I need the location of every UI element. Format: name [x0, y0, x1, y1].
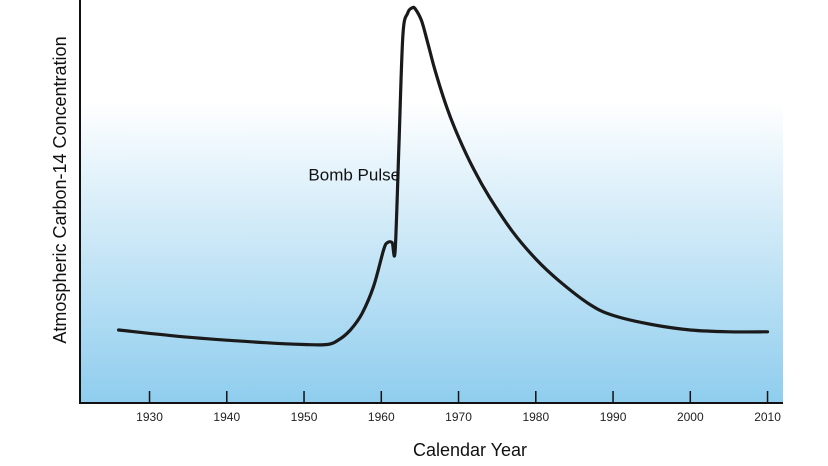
annotation-bomb-pulse: Bomb Pulse — [308, 166, 400, 185]
x-tick-label-1980: 1980 — [522, 410, 549, 424]
x-axis-tick-labels: 1930 1940 1950 1960 1970 1980 1990 2000 2010 — [136, 410, 781, 424]
x-axis-ticks — [148, 391, 769, 403]
x-tick-label-2010: 2010 — [754, 410, 781, 424]
x-tick-label-1990: 1990 — [600, 410, 627, 424]
series-line — [117, 5, 770, 347]
x-tick-label-1940: 1940 — [213, 410, 240, 424]
y-axis-title: Atmospheric Carbon-14 Concentration — [50, 36, 70, 343]
plot-background — [80, 0, 783, 403]
x-tick-label-1930: 1930 — [136, 410, 163, 424]
x-tick-label-1970: 1970 — [445, 410, 472, 424]
x-tick-label-2000: 2000 — [677, 410, 704, 424]
x-axis-title: Calendar Year — [413, 440, 527, 460]
x-tick-label-1960: 1960 — [368, 410, 395, 424]
x-tick-label-1950: 1950 — [291, 410, 318, 424]
